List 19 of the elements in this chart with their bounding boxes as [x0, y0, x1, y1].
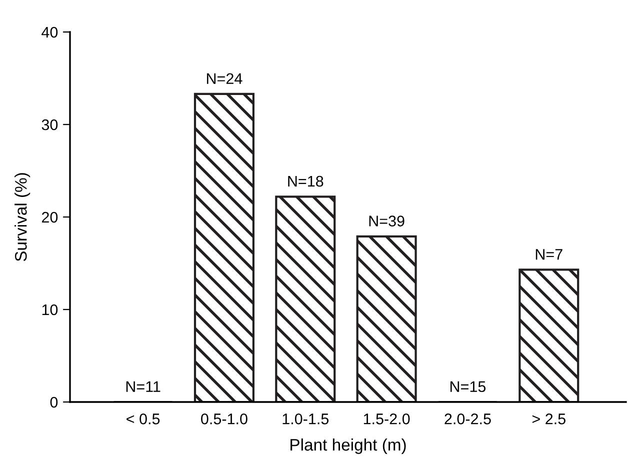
annotation: N=18	[288, 176, 324, 187]
x-tick-label: 0.5-1.0	[201, 414, 248, 424]
y-tick-label: 20	[42, 212, 58, 223]
x-tick-label: < 0.5	[126, 414, 160, 424]
y-tick-label: 30	[42, 119, 58, 130]
annotation: N=15	[450, 381, 486, 392]
x-tick-label: 1.5-2.0	[364, 414, 410, 424]
annotation: N=11	[126, 381, 160, 392]
x-tick-label: 2.0-2.5	[444, 414, 491, 424]
x-tick-label: 1.0-1.5	[282, 414, 329, 424]
x-axis-title: Plant height (m)	[290, 438, 406, 454]
y-tick-label: 10	[42, 304, 58, 316]
annotation: N=7	[536, 249, 562, 260]
y-tick-label: 0	[50, 396, 58, 408]
x-tick-label: > 2.5	[532, 414, 566, 424]
y-tick-label: 40	[42, 26, 58, 38]
annotation: N=39	[369, 216, 404, 226]
annotation: N=24	[207, 73, 242, 84]
y-axis-title: Survival (%)	[14, 173, 30, 262]
